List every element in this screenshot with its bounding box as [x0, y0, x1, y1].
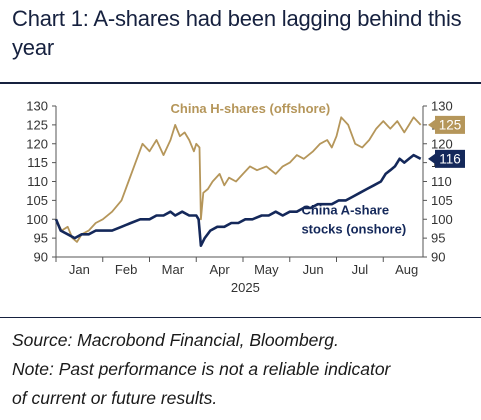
x-tick-label: Feb — [115, 262, 137, 277]
x-tick-label: Jan — [69, 262, 90, 277]
note-line-1: Note: Past performance is not a reliable… — [12, 359, 391, 379]
y-tick-label-left: 115 — [27, 155, 48, 170]
y-tick-label-right: 120 — [431, 136, 453, 151]
x-axis-year-label: 2025 — [231, 280, 260, 295]
chart-notes: Source: Macrobond Financial, Bloomberg. … — [12, 326, 477, 413]
y-tick-label-right: 100 — [431, 212, 453, 227]
y-tick-label-left: 130 — [26, 99, 48, 114]
h-shares-end-label-value: 125 — [439, 118, 462, 133]
a-shares-end-label-pointer — [428, 153, 435, 164]
chart-series — [54, 116, 422, 247]
y-tick-label-left: 105 — [26, 193, 48, 208]
source-text: Source: Macrobond Financial, Bloomberg. — [12, 330, 339, 350]
y-tick-label-left: 110 — [27, 174, 48, 189]
chart-labels: China H-shares (offshore) China A-share st… — [171, 101, 465, 237]
a-shares-line — [54, 153, 422, 247]
y-tick-label-left: 125 — [26, 117, 48, 132]
h-shares-end-label-box — [435, 115, 465, 134]
a-shares-annotation-line-2: stocks (onshore) — [301, 222, 406, 237]
x-tick-label: Jul — [352, 262, 369, 277]
title-divider — [0, 82, 481, 84]
x-tick-label: Apr — [210, 262, 231, 277]
y-tick-label-left: 120 — [26, 136, 48, 151]
notes-divider — [0, 317, 481, 318]
y-tick-label-right: 90 — [431, 250, 445, 265]
a-shares-end-label-box — [435, 149, 465, 168]
x-tick-label: May — [254, 262, 279, 277]
y-tick-label-left: 95 — [34, 231, 48, 246]
h-shares-annotation: China H-shares (offshore) — [171, 101, 331, 116]
y-tick-label-right: 130 — [431, 99, 453, 114]
y-tick-label-right: 105 — [431, 193, 453, 208]
a-shares-annotation-line-1: China A-share — [301, 203, 389, 218]
y-tick-label-right: 110 — [431, 174, 452, 189]
h-shares-line — [55, 116, 422, 243]
y-tick-label-left: 100 — [26, 212, 48, 227]
x-tick-label: Mar — [162, 262, 185, 277]
h-shares-end-label-pointer — [428, 119, 435, 130]
x-tick-label: Jun — [303, 262, 324, 277]
x-tick-label: Aug — [395, 262, 418, 277]
y-tick-label-right: 95 — [431, 231, 445, 246]
chart-title: Chart 1: A-shares had been lagging behin… — [12, 6, 462, 60]
a-shares-end-label-value: 116 — [439, 152, 461, 167]
line-chart: 9090959510010010510511011011511512012012… — [26, 99, 465, 295]
y-tick-label-left: 90 — [34, 250, 48, 265]
note-line-2: of current or future results. — [12, 388, 218, 408]
